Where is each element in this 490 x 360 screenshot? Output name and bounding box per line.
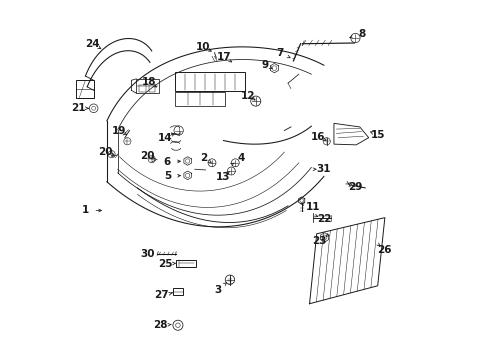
Text: 17: 17 [217,52,231,62]
Text: 11: 11 [306,202,320,212]
Text: 6: 6 [164,157,171,167]
Bar [173,288,183,296]
Text: 29: 29 [348,182,363,192]
Text: 20: 20 [140,150,155,161]
Text: 20: 20 [98,147,112,157]
Text: 14: 14 [158,133,172,143]
Text: 8: 8 [358,29,365,39]
Text: 25: 25 [158,259,172,269]
Text: 19: 19 [112,126,127,135]
Bar [76,80,94,98]
Text: 22: 22 [318,215,332,224]
Text: 15: 15 [371,130,386,140]
Text: 26: 26 [378,245,392,255]
Text: 7: 7 [276,48,284,58]
Bar [136,79,159,93]
Text: 10: 10 [196,42,210,51]
Text: 24: 24 [85,39,100,49]
Bar [139,85,147,92]
Text: 21: 21 [71,103,85,113]
Text: 2: 2 [200,153,207,163]
Bar [149,85,155,92]
Bar [175,92,225,106]
Text: 9: 9 [261,59,269,69]
Text: 18: 18 [142,77,156,87]
Text: 1: 1 [82,206,89,216]
Text: 5: 5 [164,171,171,181]
Text: 30: 30 [140,248,155,258]
Text: 27: 27 [154,291,169,301]
Text: 12: 12 [241,91,255,101]
Text: 4: 4 [237,153,245,163]
Text: 31: 31 [316,164,330,174]
Text: 23: 23 [312,236,327,246]
Text: 13: 13 [216,172,230,182]
Text: 16: 16 [311,132,325,142]
Text: 28: 28 [153,320,168,330]
Bar [176,260,196,267]
Bar [175,72,245,91]
Text: 3: 3 [215,285,222,295]
